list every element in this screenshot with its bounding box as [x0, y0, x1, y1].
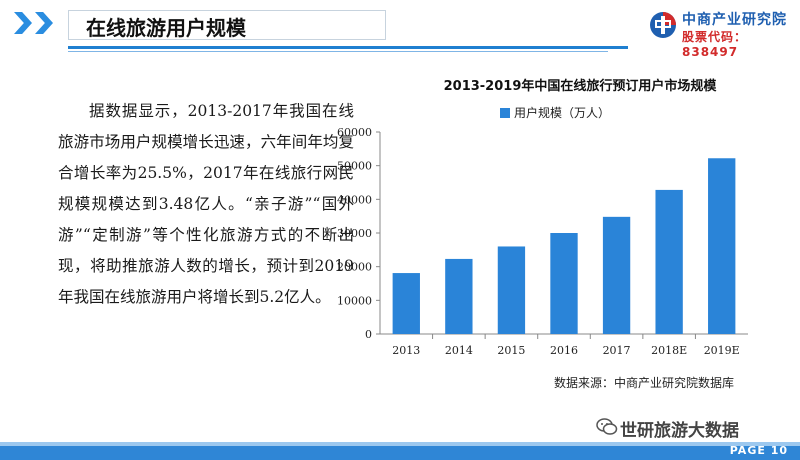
- company-name: 中商产业研究院: [682, 12, 787, 28]
- bar-2015: [497, 246, 526, 334]
- y-tick-label: 60000: [337, 126, 372, 139]
- header-divider: [68, 46, 628, 49]
- y-tick-label: 40000: [337, 193, 372, 206]
- description-paragraph: 据数据显示，2013-2017年我国在线旅游市场用户规模增长迅速，六年间年均复合…: [58, 102, 354, 306]
- x-tick-label: 2015: [497, 344, 525, 357]
- y-tick-label: 30000: [337, 227, 372, 240]
- stock-code: 股票代码：838497: [682, 30, 748, 59]
- page-number: PAGE 10: [729, 444, 788, 457]
- header-bar: 在线旅游用户规模: [0, 0, 800, 58]
- bar-chart: 2013-2019年中国在线旅行预订用户市场规模 用户规模（万人） 0 10000…: [337, 78, 748, 357]
- page-title: 在线旅游用户规模: [86, 16, 246, 40]
- bar-2018E: [655, 189, 683, 334]
- bar-2016: [550, 233, 578, 334]
- x-tick-label: 2014: [445, 344, 473, 357]
- legend-label: 用户规模（万人）: [514, 105, 610, 120]
- title-box: [68, 10, 386, 40]
- bar-2017: [602, 216, 631, 334]
- wechat-icon: [596, 418, 618, 435]
- chart-title: 2013-2019年中国在线旅行预订用户市场规模: [444, 78, 718, 94]
- legend-swatch: [500, 108, 510, 118]
- bar-2014: [445, 258, 473, 334]
- chart-legend: 用户规模（万人）: [500, 105, 610, 120]
- company-logo-icon: [650, 12, 676, 38]
- x-tick-label: 2018E: [651, 344, 687, 357]
- x-tick-label: 2017: [603, 344, 631, 357]
- bar-2013: [392, 273, 420, 334]
- bar-2019E: [708, 158, 736, 334]
- source-note: 数据来源：中商产业研究院数据库: [554, 376, 735, 390]
- watermark-text: 世研旅游大数据: [620, 421, 739, 441]
- chevrons-icon: [14, 12, 56, 34]
- header-divider-thin: [68, 51, 608, 52]
- x-tick-label: 2013: [392, 344, 420, 357]
- x-tick-label: 2016: [550, 344, 578, 357]
- y-tick-label: 10000: [337, 294, 372, 307]
- y-tick-label: 0: [365, 328, 372, 341]
- footer-stripe: [0, 442, 800, 446]
- y-tick-label: 20000: [337, 261, 372, 274]
- footer-bar: [0, 446, 800, 460]
- y-tick-label: 50000: [337, 160, 372, 173]
- x-tick-label: 2019E: [704, 344, 740, 357]
